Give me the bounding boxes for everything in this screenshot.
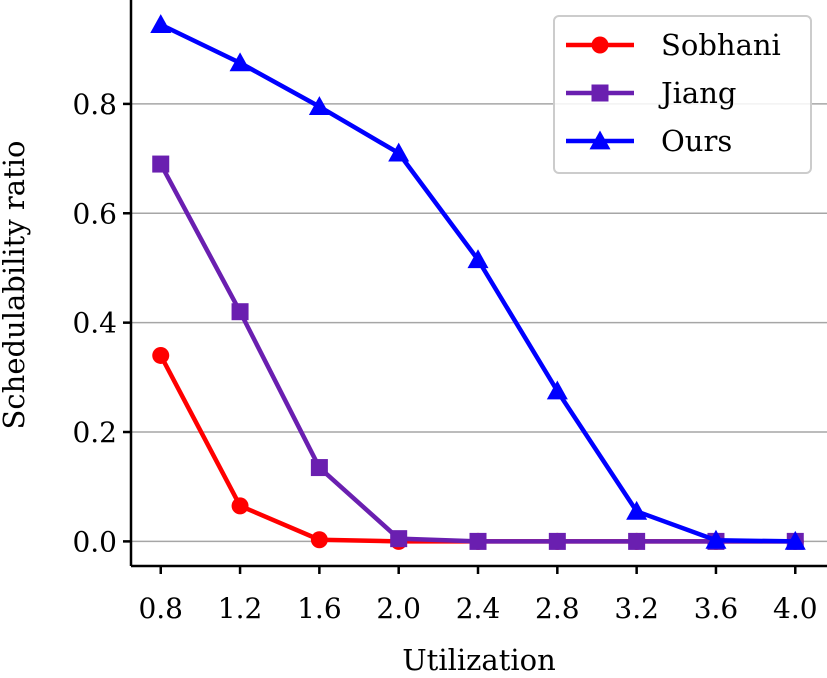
data-point-ours <box>388 142 410 162</box>
data-point-jiang <box>469 532 487 550</box>
data-point-jiang <box>390 530 408 548</box>
x-tick-label: 4.0 <box>773 592 818 625</box>
legend-label-sobhani: Sobhani <box>661 28 781 62</box>
data-point-ours <box>626 500 648 520</box>
data-point-jiang <box>548 532 566 550</box>
y-tick-label: 0.0 <box>72 525 117 558</box>
data-point-ours <box>784 530 806 550</box>
data-point-jiang <box>310 459 328 477</box>
y-tick-label: 0.8 <box>72 88 117 121</box>
data-point-jiang <box>628 532 646 550</box>
y-tick-label: 0.6 <box>72 197 117 230</box>
x-tick-label: 3.2 <box>614 592 659 625</box>
data-point-sobhani <box>231 497 249 515</box>
legend-label-ours: Ours <box>661 124 732 158</box>
data-point-ours <box>546 380 568 400</box>
y-tick-label: 0.2 <box>72 416 117 449</box>
y-tick-label: 0.4 <box>72 307 117 340</box>
legend: Sobhani Jiang Ours <box>553 15 812 174</box>
x-tick-label: 0.8 <box>138 592 183 625</box>
data-point-ours <box>705 529 727 549</box>
legend-box <box>553 15 812 174</box>
data-point-sobhani <box>310 531 328 549</box>
x-tick-label: 2.4 <box>456 592 501 625</box>
data-point-jiang <box>231 303 249 321</box>
x-tick-label: 1.6 <box>297 592 342 625</box>
x-tick-label: 1.2 <box>218 592 263 625</box>
x-tick-label: 2.8 <box>535 592 580 625</box>
legend-marker-sobhani <box>591 36 609 54</box>
axes: 0.0 0.2 0.4 0.6 0.8 0.8 1.2 1.6 2.0 2.4 2.8 3.2 3.6 4… <box>72 0 827 625</box>
data-point-ours <box>467 249 489 269</box>
y-axis-label: Schedulability ratio <box>0 141 31 430</box>
x-axis-label: Utilization <box>402 643 556 677</box>
series-line-jiang <box>158 162 796 544</box>
data-point-jiang <box>152 155 170 173</box>
series-line-sobhani <box>158 354 796 544</box>
legend-label-jiang: Jiang <box>658 76 736 110</box>
data-point-ours <box>308 96 330 116</box>
x-tick-label: 3.6 <box>694 592 739 625</box>
series-layer <box>150 14 806 550</box>
legend-marker-jiang <box>591 84 609 102</box>
legend-marker-ours <box>589 130 611 150</box>
data-point-ours <box>229 52 251 72</box>
data-point-sobhani <box>152 346 170 364</box>
data-point-ours <box>150 14 172 34</box>
x-tick-label: 2.0 <box>376 592 421 625</box>
